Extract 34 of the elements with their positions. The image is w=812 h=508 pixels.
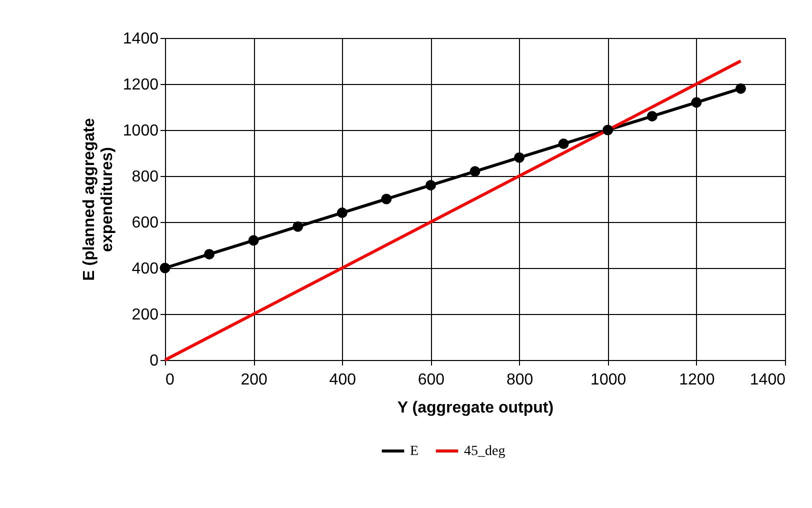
point (336, 208, 348, 218)
x-axis-title: Y (aggregate output) (397, 400, 554, 416)
y-tick-label: 200 (132, 306, 159, 324)
x-tick-label: 1400 (750, 372, 786, 388)
point (292, 221, 304, 232)
point (602, 124, 614, 136)
point (470, 166, 480, 177)
point (735, 83, 746, 94)
point (646, 110, 658, 122)
point (160, 262, 170, 274)
y-tick-label: 1400 (122, 30, 159, 48)
point (381, 194, 392, 204)
x-tick-label: 800 (506, 372, 534, 388)
x-tick-label: 1000 (590, 372, 626, 388)
y-axis-title: E (planned aggregate expenditures) (80, 118, 116, 281)
x-tick-label: 600 (418, 372, 445, 388)
point (691, 97, 702, 108)
point (558, 138, 569, 150)
y-tick-label: 600 (132, 214, 159, 232)
y-tick-label: 1000 (122, 122, 159, 140)
y-tick-label: 0 (150, 352, 159, 370)
legend-label: E (410, 444, 419, 459)
legend-label: 45_deg (464, 444, 506, 459)
point (204, 248, 215, 260)
point (514, 152, 525, 163)
x-tick-label: 1200 (679, 372, 715, 388)
y-tick-label: 800 (132, 168, 159, 186)
x-tick-label: 0 (166, 372, 174, 388)
y-tick-label: 1200 (122, 76, 159, 94)
y-tick-label: 400 (132, 260, 159, 278)
point (425, 180, 436, 190)
x-tick-label: 400 (329, 372, 356, 388)
x-tick-label: 200 (240, 372, 268, 388)
point (248, 235, 259, 246)
